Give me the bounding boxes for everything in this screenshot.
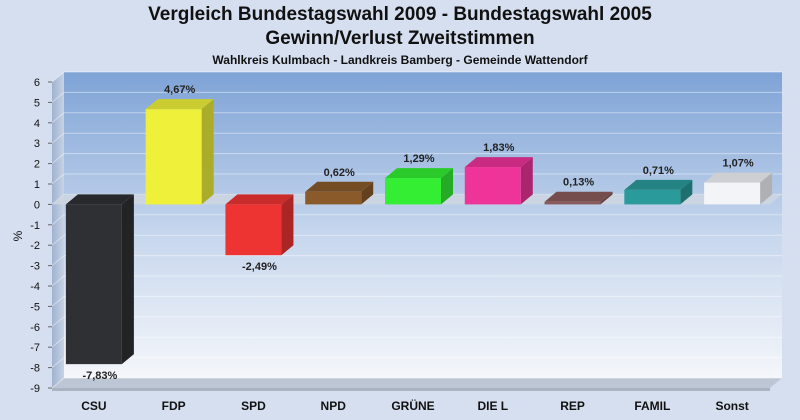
- bar-top: [305, 181, 374, 192]
- bar-grüne: [385, 168, 453, 205]
- bar-top: [544, 191, 613, 202]
- bar-side: [520, 157, 533, 205]
- category-label: SPD: [241, 399, 266, 413]
- category-label: GRÜNE: [391, 398, 434, 413]
- bar-top: [65, 194, 134, 205]
- category-label: CSU: [81, 399, 106, 413]
- category-label: NPD: [321, 399, 347, 413]
- bar-front: [624, 189, 681, 205]
- bar-top: [464, 157, 533, 168]
- data-label: 1,83%: [483, 142, 514, 154]
- chart-caption: Wahlkreis Kulmbach - Landkreis Bamberg -…: [212, 53, 588, 67]
- bar-front: [385, 178, 441, 205]
- y-tick-label: -3: [30, 261, 40, 273]
- bar-sonst: [704, 172, 773, 205]
- category-label: DIE L: [477, 399, 508, 413]
- grid-line-side: [51, 255, 65, 266]
- category-label: Sonst: [715, 399, 748, 413]
- chart-title: Vergleich Bundestagswahl 2009 - Bundesta…: [148, 4, 652, 25]
- chart-subtitle: Gewinn/Verlust Zweitstimmen: [265, 28, 535, 49]
- y-axis-label: %: [11, 230, 25, 241]
- bar-famil: [624, 179, 693, 205]
- bar-top: [624, 179, 693, 190]
- grid-line-side: [51, 173, 65, 185]
- bar-top: [704, 172, 773, 183]
- grid-line-side: [51, 92, 65, 103]
- data-label: -2,49%: [242, 261, 277, 273]
- x-axis-categories: CSU FDP SPD NPD GRÜNE DIE L REP FAMIL Sonst: [81, 398, 749, 413]
- grid-line-side: [51, 112, 65, 124]
- bar-side: [361, 181, 374, 205]
- category-label: FAMIL: [634, 399, 670, 413]
- y-tick-label: 0: [34, 199, 40, 211]
- bar-front: [704, 182, 761, 205]
- y-tick-label: -8: [30, 363, 40, 375]
- y-tick-label: -4: [30, 281, 40, 293]
- y-tick-label: 4: [34, 118, 40, 130]
- plot-floor: [52, 378, 782, 388]
- bar-side: [600, 191, 613, 205]
- data-label: 0,13%: [563, 177, 594, 189]
- bar-csu: [65, 194, 134, 365]
- bar-front: [464, 167, 521, 205]
- bars: [65, 99, 773, 365]
- y-tick-label: 6: [34, 77, 40, 89]
- grid-line-side: [51, 214, 65, 226]
- y-tick-label: -7: [30, 342, 40, 354]
- bar-top: [225, 194, 294, 205]
- grid-line-side: [51, 336, 65, 348]
- grid-line-side: [51, 377, 65, 389]
- bar-front: [65, 204, 122, 365]
- bar-top: [145, 99, 214, 110]
- y-tick-label: -9: [30, 383, 40, 395]
- bar-spd: [225, 194, 294, 256]
- grid-line-side: [51, 153, 65, 164]
- bar-side: [281, 194, 294, 256]
- data-label: 1,07%: [723, 158, 754, 170]
- bar-side: [441, 168, 453, 205]
- bar-side: [121, 194, 134, 365]
- y-tick-label: 2: [34, 159, 40, 171]
- plot-side-wall: [52, 72, 64, 388]
- grid-line-side: [51, 275, 65, 287]
- bar-side: [680, 179, 693, 205]
- data-labels: -7,83% 4,67% -2,49% 0,62% 1,29% 1,83% 0,13% 0,7…: [82, 84, 753, 382]
- y-tick-label: 5: [34, 97, 40, 109]
- bar-front: [544, 201, 601, 205]
- bar-npd: [305, 181, 374, 205]
- bar-top: [385, 168, 453, 179]
- data-label: -7,83%: [82, 370, 117, 382]
- y-tick-label: -6: [30, 322, 40, 334]
- bar-side: [760, 172, 773, 205]
- bar-front: [225, 204, 282, 256]
- grid-line-side: [51, 234, 65, 246]
- bar-die-l: [464, 157, 533, 205]
- grid-line-side: [51, 132, 65, 144]
- y-tick-label: -2: [30, 240, 40, 252]
- bar-front: [305, 191, 362, 205]
- bar-side: [201, 99, 214, 205]
- grid-line-side: [51, 71, 65, 83]
- grid-line-side: [51, 357, 65, 368]
- data-label: 0,71%: [643, 165, 674, 177]
- grid-line-side: [51, 316, 65, 328]
- y-tick-label: 1: [34, 179, 40, 191]
- bar-rep: [544, 191, 613, 205]
- grid-line-side: [51, 296, 65, 307]
- y-tick-label: -5: [30, 301, 40, 313]
- y-tick-label: 3: [34, 138, 40, 150]
- data-label: 4,67%: [164, 84, 195, 96]
- data-label: 0,62%: [324, 167, 355, 179]
- y-tick-label: -1: [30, 220, 40, 232]
- bar-front: [145, 109, 202, 205]
- category-label: FDP: [162, 399, 186, 413]
- data-label: 1,29%: [403, 153, 434, 165]
- category-label: REP: [560, 399, 585, 413]
- y-axis-ticks: 6 5 4 3 2 1 0 -1 -2 -3 -4 -5 -6 -7 -8 -9: [30, 77, 52, 395]
- plot-floor-edge: [52, 388, 770, 391]
- bar-fdp: [145, 99, 214, 205]
